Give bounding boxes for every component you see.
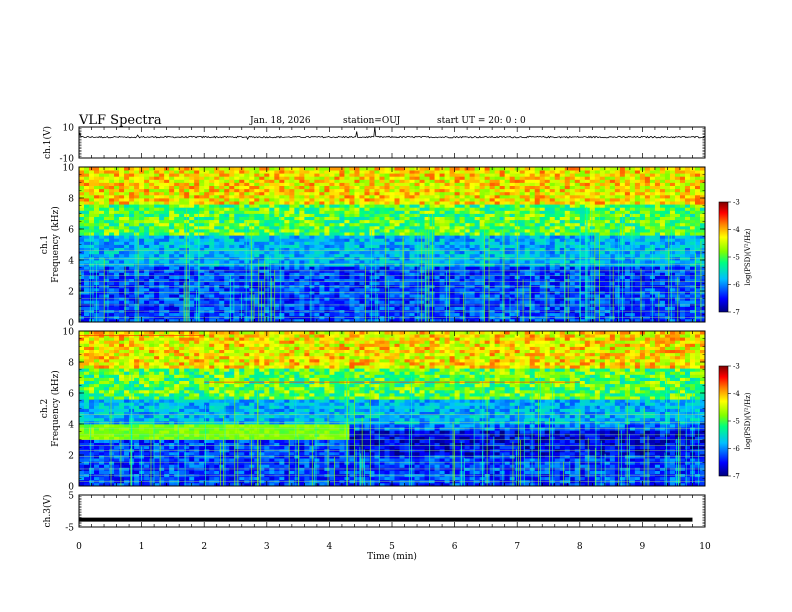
spectrogram-ch1 (79, 167, 706, 323)
colorbar (718, 201, 729, 313)
y-tick-label: 5 (68, 492, 74, 502)
y-axis-label: ch.1(V) (42, 126, 53, 159)
y-tick-label: 10 (63, 164, 75, 174)
x-tick-label: 8 (577, 542, 583, 552)
colorbar-tick-label: -4 (733, 390, 740, 398)
y-tick-label: 6 (68, 226, 74, 236)
x-axis-label: Time (min) (367, 551, 417, 562)
x-tick-label: 3 (264, 542, 270, 552)
y-tick-label: 10 (63, 124, 75, 134)
colorbar-label: log(PSD)(V²/Hz) (744, 392, 752, 449)
colorbar-tick-label: -7 (733, 473, 740, 481)
y-tick-label: 2 (68, 452, 74, 462)
ch1-waveform (78, 126, 706, 141)
x-tick-label: 5 (389, 542, 395, 552)
colorbar-tick-label: -3 (733, 363, 740, 371)
y-axis-label-frequency: Frequency (kHz) (50, 206, 61, 283)
y-tick-label: 6 (68, 390, 74, 400)
colorbar-label: log(PSD)(V²/Hz) (744, 228, 752, 285)
chart-title: VLF Spectra (79, 113, 162, 128)
y-tick-label: 0 (68, 483, 74, 493)
y-tick-label: -10 (60, 155, 75, 165)
start-time-label: start UT = 20: 0 : 0 (437, 116, 526, 126)
colorbar-tick-label: -6 (733, 281, 740, 289)
x-tick-label: 7 (514, 542, 520, 552)
colorbar-tick-label: -6 (733, 445, 740, 453)
date-label: Jan. 18, 2026 (250, 116, 311, 126)
y-tick-label: 8 (68, 195, 74, 205)
colorbar (718, 365, 729, 477)
spectrogram-ch2 (79, 331, 706, 487)
y-axis-label-channel: ch.2 (40, 399, 50, 418)
colorbar-tick-label: -7 (733, 309, 740, 317)
y-axis-label: ch.3(V) (42, 495, 53, 528)
station-label: station=OUJ (343, 116, 401, 126)
colorbar-tick-label: -5 (733, 254, 740, 262)
x-tick-label: 2 (201, 542, 207, 552)
x-tick-label: 9 (640, 542, 646, 552)
colorbar-tick-label: -3 (733, 199, 740, 207)
y-tick-label: -5 (65, 524, 74, 534)
colorbar-tick-label: -5 (733, 418, 740, 426)
x-tick-label: 0 (76, 542, 82, 552)
x-tick-label: 4 (327, 542, 333, 552)
x-tick-label: 1 (139, 542, 145, 552)
x-tick-label: 6 (452, 542, 458, 552)
y-axis-label-frequency: Frequency (kHz) (50, 370, 61, 447)
colorbar-tick-label: -4 (733, 226, 740, 234)
y-tick-label: 4 (68, 257, 74, 267)
y-tick-label: 10 (63, 328, 75, 338)
y-axis-label-channel: ch.1 (40, 235, 50, 254)
y-tick-label: 2 (68, 288, 74, 298)
x-tick-label: 10 (699, 542, 711, 552)
y-tick-label: 4 (68, 421, 74, 431)
y-tick-label: 8 (68, 359, 74, 369)
y-tick-label: 0 (68, 319, 74, 329)
